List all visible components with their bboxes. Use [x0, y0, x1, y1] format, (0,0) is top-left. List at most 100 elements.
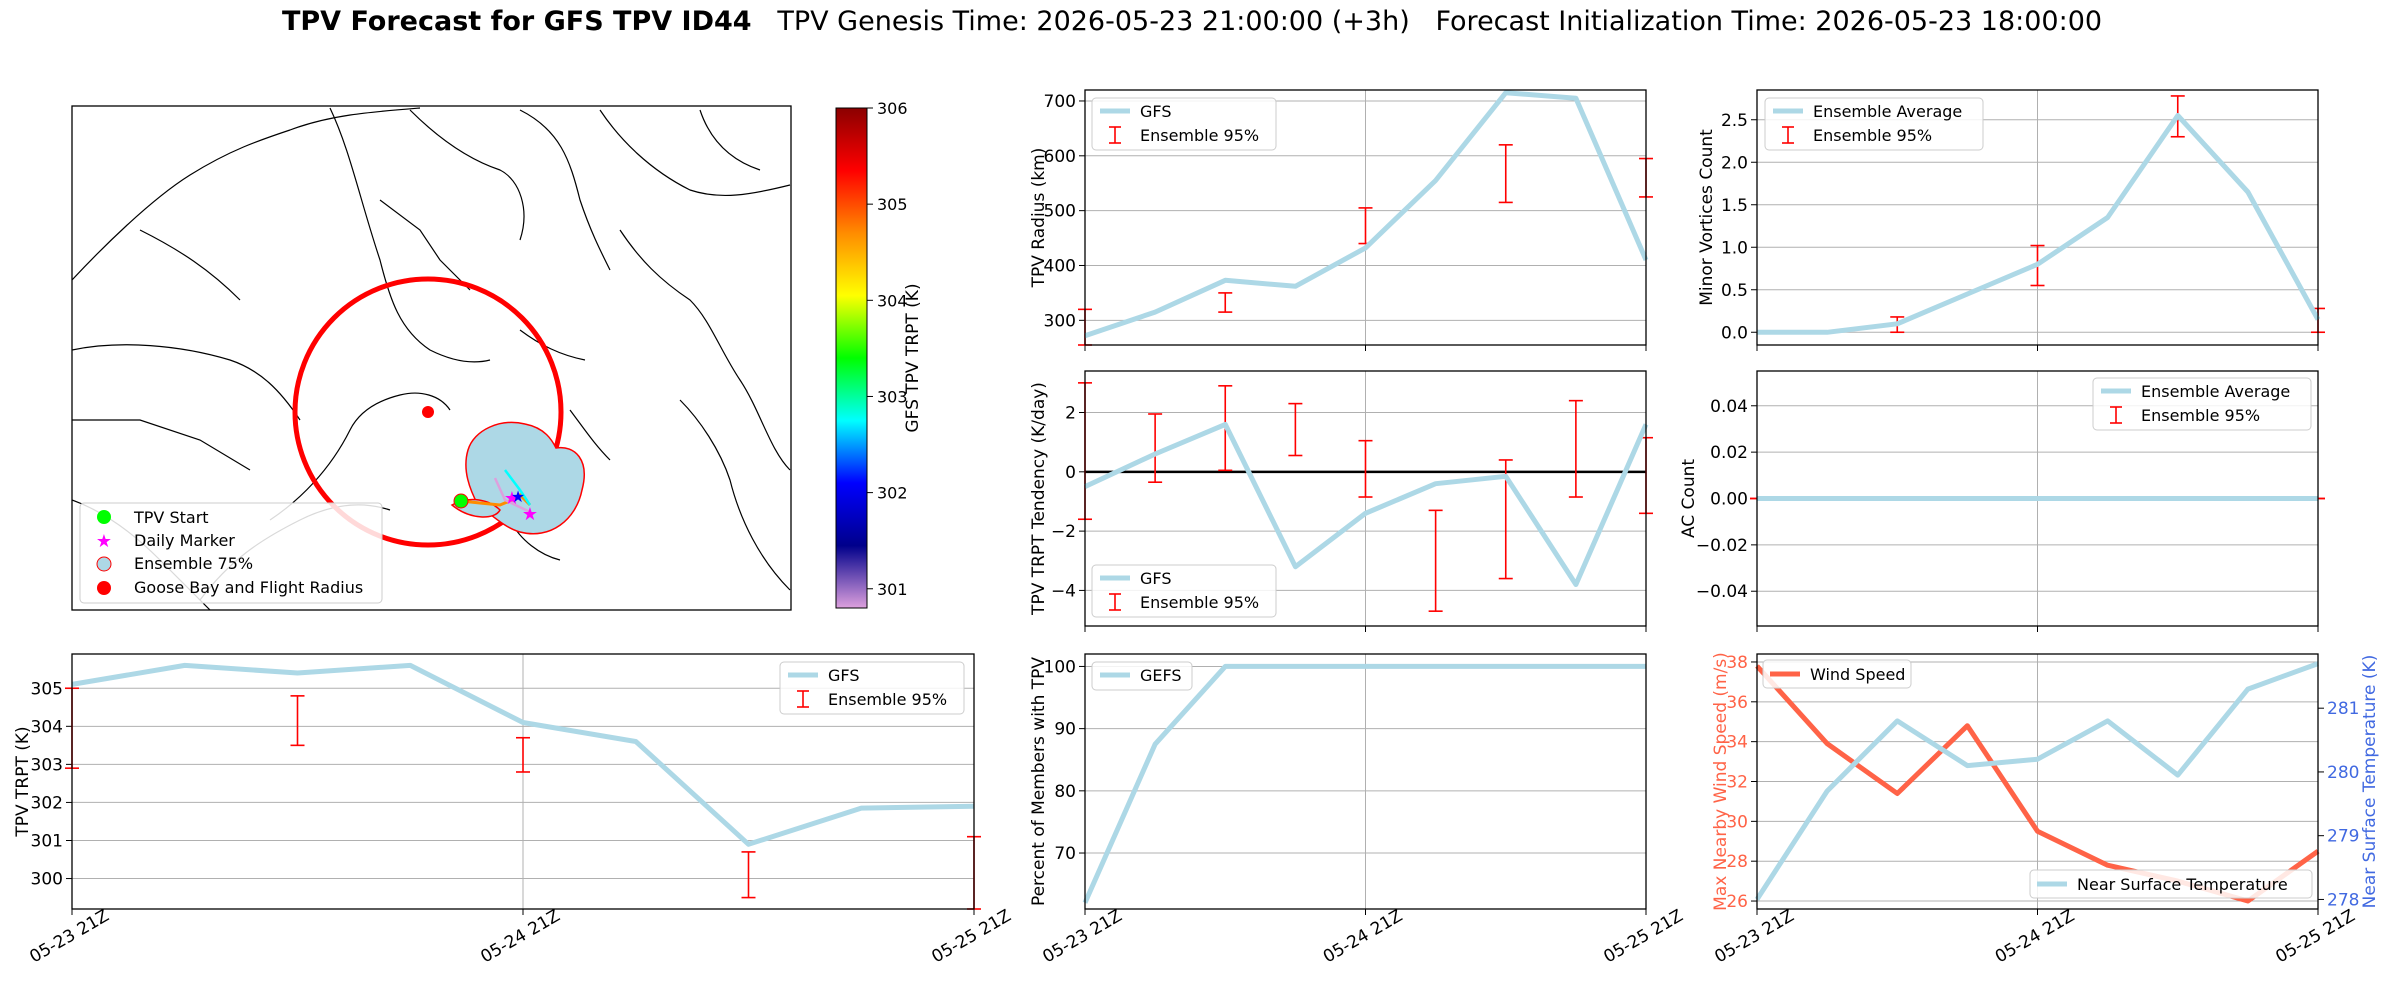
y-axis-label: TPV TRPT Tendency (K/day) — [1029, 382, 1049, 616]
y-tick-label: 28 — [1726, 852, 1748, 872]
legend-trpt: GFS Ensemble 95% — [779, 661, 965, 715]
tpv-track-tail — [504, 469, 532, 506]
x-tick-label: 05-25 21Z — [1600, 906, 1686, 967]
chart-panel-trpt: 300 301 302 303 304 305 05-23 21Z 05-24 21Z 05-2… — [13, 653, 1015, 967]
map-legend: TPV Start ★ Daily Marker Ensemble 75% Go… — [79, 502, 383, 604]
colorbar-tick-label: 305 — [877, 195, 908, 214]
axes-frame — [1084, 653, 1647, 910]
y-tick-label: −0.04 — [1696, 582, 1748, 602]
series-line-0 — [1084, 90, 1649, 339]
y-tick-label: 32 — [1726, 773, 1748, 793]
tpv-track — [460, 493, 532, 507]
y-tick-label: 2.5 — [1721, 111, 1748, 131]
legend-label: GEFS — [1140, 666, 1182, 685]
map-legend-label-2: Ensemble 75% — [134, 554, 253, 573]
daily-marker-1: ★ — [504, 488, 520, 509]
y-tick-label: 0.5 — [1721, 281, 1748, 301]
chart-panel-radius: 300 400 500 600 700 TPV Radius (km) GFS Ensembl… — [1029, 89, 1653, 351]
legend-label: Ensemble 95% — [828, 690, 947, 709]
y-tick-label: 0.02 — [1710, 443, 1748, 463]
legend-box — [2029, 869, 2313, 899]
x-tick-label: 05-24 21Z — [477, 906, 563, 967]
x-tick-label: 05-24 21Z — [1320, 906, 1406, 967]
colorbar-tick-label: 306 — [877, 99, 908, 118]
legend-radius: GFS Ensemble 95% — [1091, 97, 1277, 151]
legend-members: GEFS — [1091, 661, 1193, 691]
y-tick-label: 700 — [1044, 92, 1076, 112]
y-tick-label: 300 — [1044, 311, 1076, 331]
legend-label: Wind Speed — [1810, 665, 1905, 684]
y-tick-label: 304 — [31, 717, 63, 737]
y-tick-label: 500 — [1044, 202, 1076, 222]
y-tick-label: 302 — [31, 793, 63, 813]
map-legend-label-1: Daily Marker — [134, 531, 235, 550]
y-tick-label: 0.04 — [1710, 397, 1748, 417]
daily-marker-3: ★ — [511, 487, 525, 506]
y-tick-label: 34 — [1726, 733, 1748, 753]
legend-box — [779, 661, 965, 715]
axes-frame — [1084, 89, 1647, 346]
legend-label: Ensemble 95% — [1140, 126, 1259, 145]
chart-panel-tendency: −4 −2 0 2 TPV TRPT Tendency (K/day) GFS Ensemb… — [1029, 370, 1653, 632]
legend-label: GFS — [1140, 102, 1171, 121]
y-axis-label: AC Count — [1679, 459, 1699, 538]
legend-label: GFS — [1140, 569, 1171, 588]
y-tick-label: 301 — [31, 831, 63, 851]
chart-panel-ac: −0.04 −0.02 0.00 0.02 0.04 AC Count Ensemble A… — [1679, 370, 2325, 632]
axes-frame — [71, 653, 975, 910]
colorbar-tick-label: 302 — [877, 484, 908, 503]
goose-bay-marker — [422, 406, 434, 418]
axes-frame — [1756, 653, 2319, 910]
y-tick-label: 1.0 — [1721, 238, 1748, 258]
y-tick-label: 1.5 — [1721, 196, 1748, 216]
colorbar: 301 302 303 304 305 306 GFS TPV TRPT (K) — [835, 99, 923, 609]
y2-tick-label: 278 — [2327, 890, 2359, 910]
y-tick-label: 80 — [1054, 782, 1076, 802]
y-tick-label: −2 — [1051, 522, 1076, 542]
legend-label: Near Surface Temperature — [2077, 875, 2288, 894]
legend-ac: Ensemble Average Ensemble 95% — [2092, 377, 2312, 431]
y-tick-label: 38 — [1726, 653, 1748, 673]
colorbar-tick-label: 303 — [877, 387, 908, 406]
daily-marker-2: ★ — [522, 504, 538, 525]
legend-label: Ensemble Average — [2141, 382, 2290, 401]
series-line-0 — [71, 662, 975, 847]
legend-label: GFS — [828, 666, 859, 685]
legend-label: Ensemble 95% — [1140, 593, 1259, 612]
legend-minor: Ensemble Average Ensemble 95% — [1764, 97, 1984, 151]
legend-box — [1091, 564, 1277, 618]
y-tick-label: −4 — [1051, 581, 1076, 601]
figure-title-bold: TPV Forecast for GFS TPV ID44 — [281, 6, 752, 37]
y-tick-label: 0.00 — [1710, 490, 1748, 510]
legend-label: Ensemble Average — [1813, 102, 1962, 121]
legend-temp: Near Surface Temperature — [2029, 869, 2313, 899]
colorbar-tick-label: 301 — [877, 580, 908, 599]
legend-tendency: GFS Ensemble 95% — [1091, 564, 1277, 618]
y-tick-label: 0.0 — [1721, 323, 1748, 343]
y-axis-label: Percent of Members with TPV — [1029, 657, 1049, 906]
figure-title-rest: TPV Genesis Time: 2026-05-23 21:00:00 (+… — [777, 6, 2103, 37]
colorbar-tick-label: 304 — [877, 291, 908, 310]
y-tick-label: 2.0 — [1721, 153, 1748, 173]
x-tick-label: 05-23 21Z — [1039, 906, 1125, 967]
y-tick-label: 400 — [1044, 256, 1076, 276]
map-panel: ★ ★ ★ TPV Start ★ Daily Marker Ensemble … — [71, 99, 923, 611]
svg-text:★: ★ — [96, 531, 112, 552]
y-tick-label: 303 — [31, 755, 63, 775]
y2-axis-label: Near Surface Temperature (K) — [2360, 655, 2380, 909]
axes-frame — [1756, 370, 2319, 627]
legend-box — [2092, 377, 2312, 431]
legend-box — [1764, 97, 1984, 151]
map-legend-label-3: Goose Bay and Flight Radius — [134, 578, 363, 597]
grid — [1757, 654, 2318, 909]
tpv-start-marker — [453, 493, 469, 509]
y-tick-label: 600 — [1044, 147, 1076, 167]
series-line-0 — [1082, 663, 1646, 904]
y-tick-label: 305 — [31, 679, 63, 699]
x-tick-label: 05-23 21Z — [26, 906, 112, 967]
x-tick-label: 05-24 21Z — [1992, 906, 2078, 967]
figure-title: TPV Forecast for GFS TPV ID44 TPV Genesi… — [0, 6, 2384, 37]
legend-box — [1091, 97, 1277, 151]
y-tick-label: 100 — [1044, 657, 1076, 677]
